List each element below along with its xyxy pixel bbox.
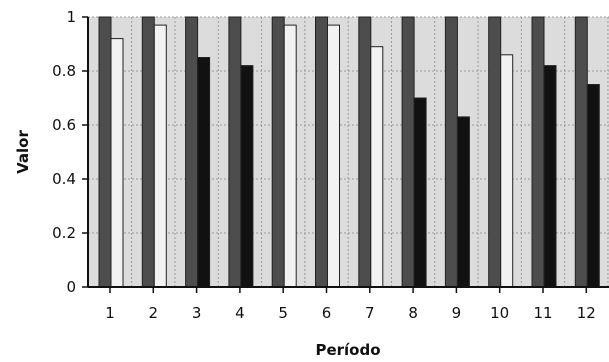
y-tick-label: 0.6 [52,116,76,134]
bar-series-1-6 [315,16,328,288]
bar-series-2-11 [543,65,557,288]
x-tick-label: 8 [408,304,418,322]
bar-series-2-2 [153,24,167,288]
x-tick-label: 6 [322,304,332,322]
bar-series-1-8 [401,16,415,288]
y-tick-label: 0.8 [52,62,76,80]
x-tick-label: 11 [533,304,552,322]
bar-series-2-1 [110,38,124,288]
bar-series-2-4 [240,65,254,288]
bar-series-1-11 [531,16,545,288]
x-tick-label: 5 [278,304,288,322]
x-tick-label: 1 [105,304,115,322]
y-tick-label: 0 [66,278,76,296]
y-tick-label: 0.4 [52,170,76,188]
tick-labels: 00.20.40.60.811 2 3 4 5 6 7 8 9 10 11 12 [52,8,596,322]
bar-series-1-10 [488,16,502,288]
x-tick-label: 7 [365,304,375,322]
x-tick-label: 12 [577,304,596,322]
bar-series-2-9 [456,116,470,288]
bar-series-1-12 [574,16,588,288]
y-tick-label: 0.2 [52,224,76,242]
bar-series-2-6 [327,24,340,288]
bar-series-2-7 [370,46,384,288]
bar-series-1-4 [228,16,242,288]
x-tick-label: 4 [235,304,245,322]
bar-series-1-7 [358,16,372,288]
y-axis-title: Valor [14,130,32,174]
bar-series-1-1 [98,16,112,288]
bar-series-2-3 [197,57,211,288]
bar-series-1-3 [185,16,199,288]
bar-series-2-8 [413,97,427,288]
bar-series-2-5 [283,24,297,288]
x-tick-label: 3 [192,304,202,322]
bar-series-2-12 [586,84,600,288]
bar-series-1-5 [271,16,285,288]
axes [82,16,609,293]
x-tick-label: 9 [452,304,462,322]
bars [98,16,600,288]
y-tick-label: 1 [66,8,76,26]
bar-series-1-9 [444,16,458,288]
bar-series-2-10 [500,54,514,288]
x-tick-label: 2 [149,304,159,322]
bar-series-1-2 [141,16,155,288]
x-axis-title: Período [315,341,380,359]
x-tick-label: 10 [490,304,509,322]
